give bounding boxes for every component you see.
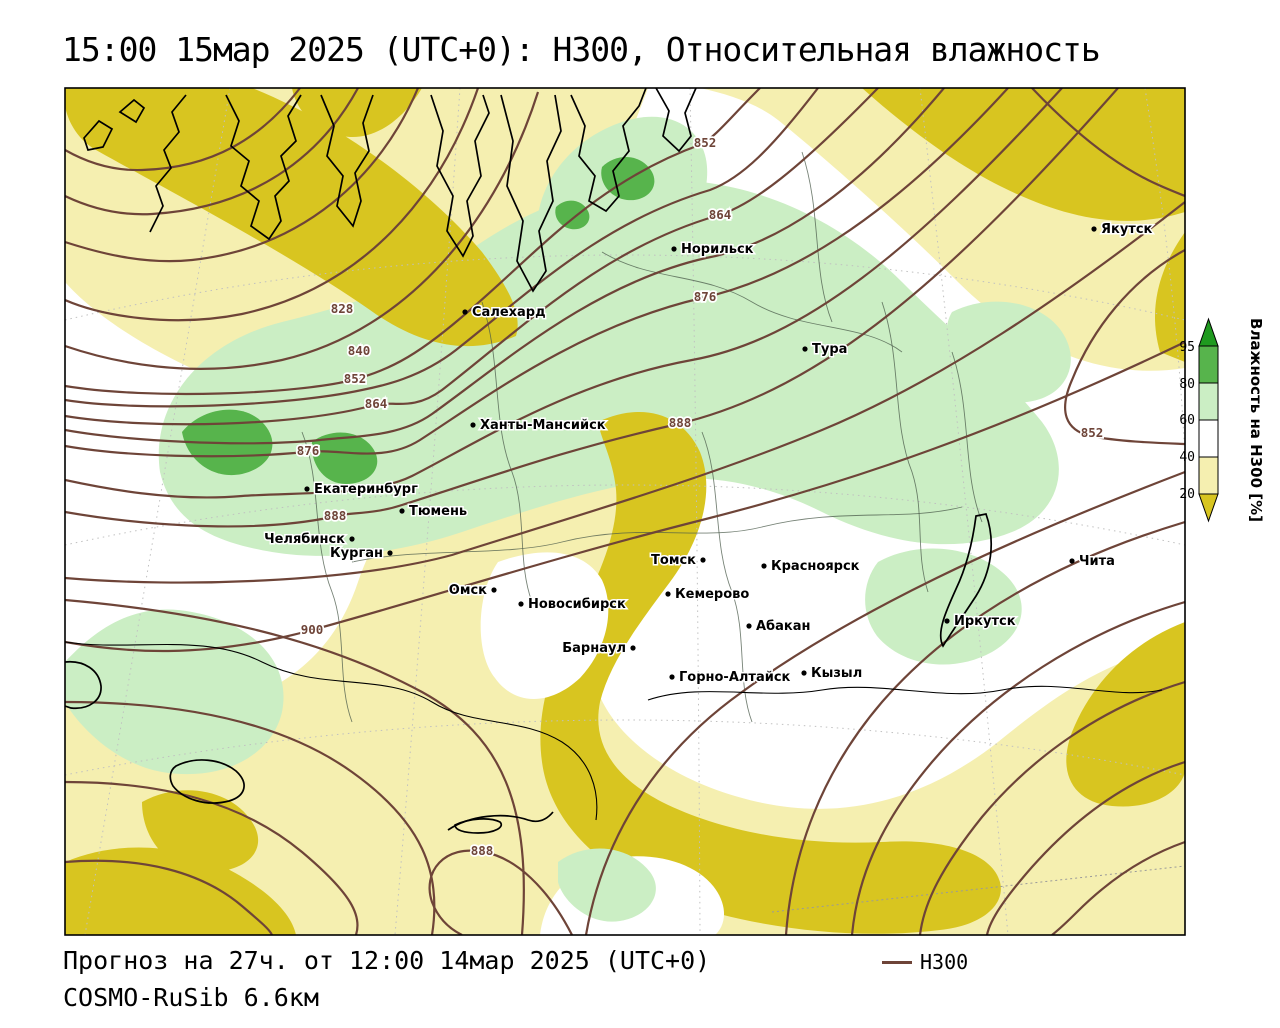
colorbar-tick: 40 [1179,450,1195,465]
isoline-label: 852 [694,135,717,150]
model-info: COSMO-RuSib 6.6км [63,983,319,1012]
city-marker: Салехард [462,304,547,322]
city-label: Кызыл [811,666,862,681]
city-marker: Тура [802,341,849,359]
colorbar-tick: 95 [1179,340,1195,355]
colorbar-title: Влажность на H300 [%] [1247,318,1265,522]
city-marker: Новосибирск [518,596,627,614]
isoline-label: 828 [331,301,354,316]
city-label: Курган [330,546,383,561]
city-marker: Горно-Алтайск [669,669,792,687]
city-label: Красноярск [771,559,860,574]
city-label: Абакан [756,619,811,634]
colorbar-ticks: 95 80 60 40 20 [1179,340,1195,502]
city-marker: Барнаул [561,640,636,658]
colorbar-seg-20-40 [1198,456,1219,495]
city-label: Якутск [1101,222,1153,237]
isoline-labels: 852 864 876 888 828 840 852 864 876 888 … [295,133,1105,860]
city-marker: Чита [1069,553,1116,571]
city-marker: Иркутск [944,613,1017,631]
page-title: 15:00 15мар 2025 (UTC+0): H300, Относите… [62,30,1101,69]
city-label: Ханты-Мансийск [480,418,606,433]
city-label: Томск [651,553,696,568]
city-marker: Курган [329,545,393,563]
forecast-info: Прогноз на 27ч. от 12:00 14мар 2025 (UTC… [63,946,711,975]
isoline-layer [65,88,1185,935]
lake-baikal [939,513,992,648]
city-marker: Кемерово [665,586,751,604]
isoline-label: 876 [694,289,717,304]
humidity-fill-layer [65,88,1185,935]
city-label: Кемерово [675,587,749,602]
colorbar-arrow-top [1198,317,1219,347]
colorbar-seg-40-60 [1198,419,1219,458]
city-label: Новосибирск [528,597,626,612]
city-marker: Тюмень [399,503,469,521]
colorbar-tick: 60 [1179,413,1195,428]
city-marker: Томск [650,552,706,570]
isoline-label: 888 [471,843,494,858]
city-label: Иркутск [954,614,1016,629]
admin-border-layer [301,151,983,723]
city-marker: Ханты-Мансийск [470,417,607,435]
city-label: Тюмень [409,504,467,519]
colorbar: 95 80 60 40 20 Влажность на H300 [%] [1179,317,1265,523]
isoline-label: 852 [344,371,367,386]
city-marker: Красноярск [761,558,861,576]
map-frame [64,87,1186,936]
city-marker: Абакан [746,618,812,636]
city-marker: Якутск [1091,221,1154,239]
city-marker: Челябинск [263,531,355,549]
colorbar-tick: 20 [1179,487,1195,502]
colorbar-seg-60-80 [1198,382,1219,421]
isoline-label: 876 [297,443,320,458]
city-label: Салехард [472,305,546,320]
city-layer: Якутск Норильск Салехард Тура Ханты-Манс… [263,221,1154,687]
map-layers [65,88,1185,935]
city-label: Барнаул [562,641,626,656]
isoline-legend-label: H300 [920,950,969,974]
city-marker: Омск [447,582,497,600]
city-label: Чита [1079,554,1115,569]
isoline-label: 888 [669,415,692,430]
city-marker: Кызыл [801,665,864,683]
city-label: Омск [449,583,487,598]
isoline-label: 864 [709,207,732,222]
coastline-layer [65,88,1163,834]
isoline-label: 864 [365,396,388,411]
city-marker: Норильск [671,241,755,259]
city-label: Горно-Алтайск [679,670,791,685]
city-label: Екатеринбург [314,482,418,497]
isoline-legend-line [882,960,912,964]
isoline-label: 852 [1081,425,1104,440]
city-label: Челябинск [264,532,345,547]
colorbar-tick: 80 [1179,377,1195,392]
colorbar-arrow-bottom [1198,493,1219,523]
isoline-legend: H300 [882,950,968,974]
city-marker: Екатеринбург [304,481,420,499]
city-label: Норильск [681,242,754,257]
isoline-label: 900 [301,622,324,637]
isoline-label: 840 [348,343,371,358]
isoline-label: 888 [324,508,347,523]
city-label: Тура [812,342,847,357]
colorbar-seg-80-95 [1198,345,1219,384]
graticule-layer [65,88,1185,935]
